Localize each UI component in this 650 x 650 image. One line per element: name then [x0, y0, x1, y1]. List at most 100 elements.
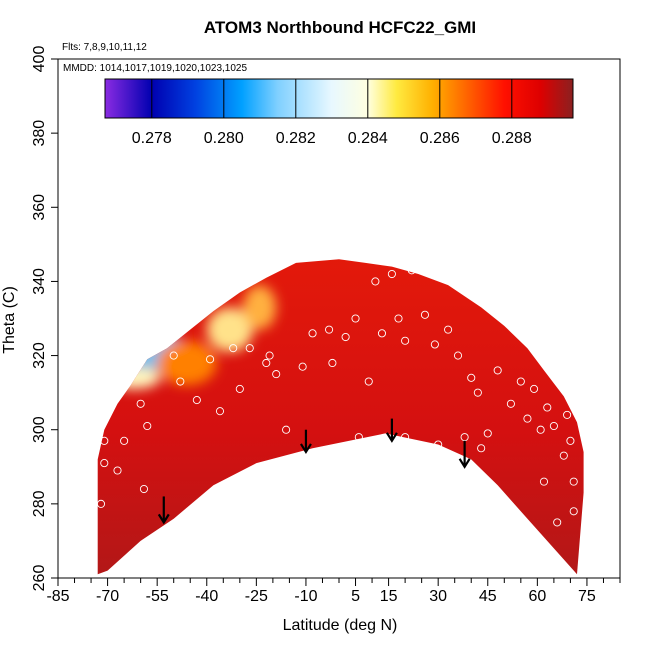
measurement-points: [96, 266, 578, 549]
data-point: [120, 436, 129, 445]
data-point: [371, 277, 380, 286]
data-point: [265, 351, 274, 360]
data-point: [328, 358, 337, 368]
x-axis-label: Latitude (deg N): [283, 617, 398, 634]
data-point: [539, 477, 549, 486]
data-point: [235, 384, 244, 393]
data-point: [430, 340, 439, 349]
y-tick-label: 260: [31, 565, 48, 592]
x-tick-label: 75: [578, 588, 596, 605]
data-point: [566, 436, 575, 445]
data-point: [229, 344, 238, 353]
data-point: [113, 466, 122, 475]
data-point: [143, 421, 152, 431]
data-point: [136, 399, 145, 408]
arrow-marker: [385, 418, 398, 443]
x-tick-label: 5: [351, 588, 360, 605]
y-tick-label: 360: [31, 194, 48, 221]
anomaly-patch: [206, 307, 254, 352]
data-point: [169, 351, 178, 360]
data-point: [529, 384, 539, 393]
colorbar-tick-label: 0.284: [348, 130, 388, 147]
data-point: [394, 314, 403, 323]
data-point: [523, 414, 532, 423]
arrow-marker: [300, 429, 312, 455]
y-axis: 260 280 300 320 340 360 380 400: [31, 46, 58, 592]
data-point: [434, 440, 443, 449]
data-point: [282, 425, 291, 434]
flights-note: Flts: 7,8,9,10,11,12: [62, 42, 147, 53]
data-point: [477, 444, 486, 453]
data-point: [100, 459, 109, 468]
data-point: [153, 540, 162, 549]
colorbar-tick-label: 0.280: [204, 130, 244, 147]
data-point: [308, 329, 317, 338]
y-tick-label: 380: [31, 120, 48, 147]
data-point: [215, 407, 225, 416]
data-point: [325, 325, 334, 334]
data-point: [120, 340, 129, 349]
heatmap-background: [97, 259, 584, 575]
data-point: [354, 433, 363, 442]
y-tick-label: 320: [31, 342, 48, 369]
data-point: [420, 310, 430, 319]
anomaly-patch: [107, 366, 161, 389]
y-tick-label: 400: [31, 46, 48, 73]
data-point: [401, 433, 410, 442]
heatmap-field: [97, 259, 584, 575]
y-tick-label: 280: [31, 490, 48, 517]
x-tick-label: 15: [380, 588, 398, 605]
data-point: [559, 451, 568, 460]
colorbar-gradient: [104, 78, 574, 119]
data-point: [460, 433, 469, 442]
y-tick-label: 340: [31, 268, 48, 295]
arrow-marker: [458, 440, 471, 469]
anomaly-patch: [243, 285, 277, 330]
data-point: [96, 403, 106, 412]
data-point: [444, 325, 453, 334]
data-point: [467, 373, 476, 382]
x-tick-label: -10: [294, 588, 317, 605]
colorbar-tick-label: 0.278: [132, 130, 172, 147]
data-point: [295, 455, 304, 464]
x-tick-label: 45: [479, 588, 497, 605]
x-tick-label: -85: [46, 588, 69, 605]
data-point: [407, 266, 416, 275]
arrow-marker: [157, 496, 170, 525]
data-point: [341, 332, 350, 342]
data-point: [493, 366, 502, 375]
data-point: [387, 269, 396, 279]
data-point: [549, 421, 558, 431]
x-tick-label: -25: [245, 588, 268, 605]
data-point: [262, 358, 271, 368]
data-point: [453, 351, 463, 360]
data-point: [206, 355, 215, 364]
data-point: [100, 436, 109, 445]
y-tick-label: 300: [31, 416, 48, 443]
data-point: [563, 410, 572, 419]
data-point: [536, 425, 545, 434]
data-point: [176, 377, 185, 386]
colorbar-tick-label: 0.286: [420, 130, 460, 147]
data-point: [272, 370, 281, 379]
x-tick-label: 30: [429, 588, 447, 605]
data-point: [139, 484, 149, 494]
data-point: [377, 329, 387, 338]
colorbar-tick-label: 0.282: [276, 130, 316, 147]
data-point: [473, 388, 482, 397]
data-point: [351, 314, 360, 323]
data-point: [401, 336, 410, 345]
data-point: [569, 477, 578, 486]
data-point: [483, 429, 492, 438]
colorbar-tick-label: 0.288: [492, 130, 532, 147]
data-point: [96, 499, 106, 508]
data-point: [506, 399, 515, 408]
data-point: [245, 344, 254, 353]
x-tick-label: -40: [195, 588, 218, 605]
anomaly-patch: [157, 340, 217, 386]
colorbar-ticks: 0.278 0.280 0.282 0.284 0.286 0.288: [132, 79, 532, 147]
data-point: [543, 403, 552, 412]
data-point: [298, 362, 307, 371]
x-tick-label: 60: [528, 588, 546, 605]
arrows-layer: [157, 418, 471, 525]
